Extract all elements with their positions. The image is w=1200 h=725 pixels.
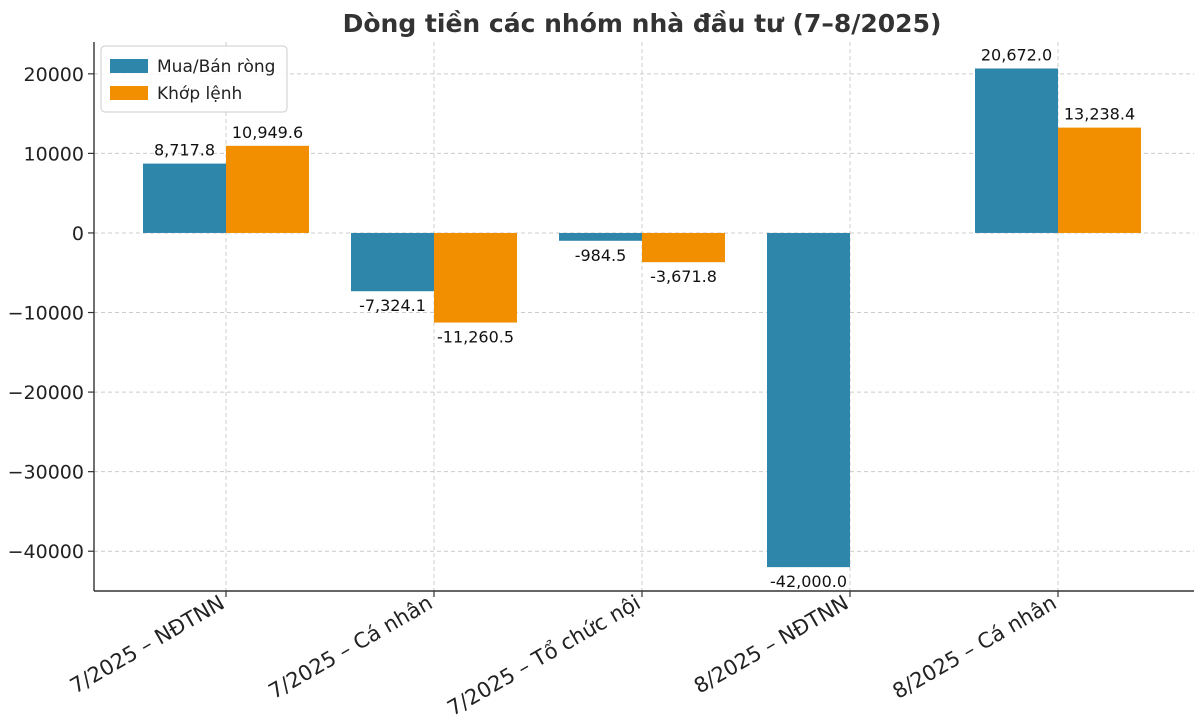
bar-matched: [642, 232, 725, 263]
data-label: 13,238.4: [1064, 105, 1135, 124]
bar-net: [975, 68, 1058, 233]
y-tick-label: 0: [72, 223, 84, 245]
data-label: 10,949.6: [232, 123, 303, 142]
bar-net: [351, 232, 434, 292]
axes: [93, 42, 1194, 592]
data-label: -7,324.1: [359, 296, 426, 315]
bar-matched: [434, 232, 517, 323]
y-tick-label: −10000: [8, 303, 84, 325]
data-label: -11,260.5: [437, 328, 514, 347]
data-label: -984.5: [575, 246, 627, 265]
bar-net: [767, 232, 850, 568]
x-tick-label: 7/2025 – NĐTNN: [66, 591, 229, 699]
legend-swatch-net: [110, 59, 148, 73]
data-label: 8,717.8: [154, 141, 215, 160]
data-label: 20,672.0: [981, 45, 1052, 64]
data-label: -42,000.0: [770, 572, 847, 591]
bar-net: [559, 232, 642, 241]
y-tick-label: 10000: [24, 143, 84, 165]
legend-label-net: Mua/Bán ròng: [157, 57, 275, 77]
bars: [143, 68, 1141, 568]
bar-net: [143, 163, 226, 233]
bar-matched: [1058, 127, 1141, 233]
y-tick-label: −30000: [8, 462, 84, 484]
x-tick-label: 7/2025 – Tổ chức nội: [443, 591, 644, 721]
y-tick-label: −20000: [8, 382, 84, 404]
legend: Mua/Bán ròng Khớp lệnh: [100, 45, 288, 113]
bar-matched: [226, 145, 309, 233]
legend-label-matched: Khớp lệnh: [157, 84, 242, 104]
data-label: -3,671.8: [650, 267, 717, 286]
y-tick-label: −40000: [8, 541, 84, 563]
x-tick-label: 8/2025 – Cá nhân: [889, 591, 1061, 704]
data-labels: 8,717.8 -7,324.1 -984.5 -42,000.0 20,672.0 10…: [154, 45, 1135, 591]
x-ticks: 7/2025 – NĐTNN 7/2025 – Cá nhân 7/2025 – T…: [66, 591, 1061, 721]
y-ticks: 20000 10000 0 −10000 −20000 −30000 −40000: [8, 64, 94, 563]
x-tick-label: 7/2025 – Cá nhân: [265, 591, 437, 704]
chart-title: Dòng tiền các nhóm nhà đầu tư (7–8/2025): [343, 9, 942, 38]
y-tick-label: 20000: [24, 64, 84, 86]
x-tick-label: 8/2025 – NĐTNN: [690, 591, 853, 699]
legend-swatch-matched: [110, 86, 148, 100]
